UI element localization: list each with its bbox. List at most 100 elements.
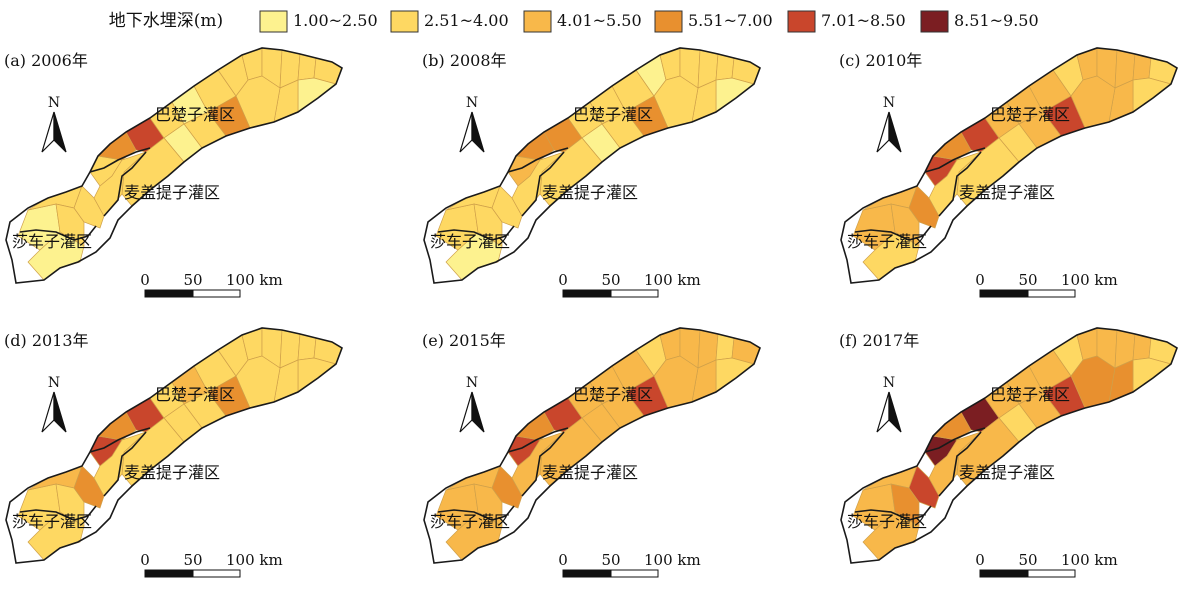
depth-zone <box>55 203 85 247</box>
depth-zone <box>297 357 337 393</box>
panel-label: (e) 2015年 <box>422 331 506 350</box>
legend-swatch <box>654 10 683 33</box>
district-boundary <box>924 147 986 173</box>
district-label-maigaiti: 麦盖提子灌区 <box>542 183 638 202</box>
legend-swatch <box>787 10 816 33</box>
district-boundary <box>938 151 982 217</box>
district-boundary <box>103 151 147 217</box>
legend-item: 1.00~2.50 <box>259 10 378 33</box>
depth-zone <box>890 483 920 527</box>
district-label-bachu: 巴楚子灌区 <box>990 385 1070 404</box>
district-boundary <box>103 431 147 497</box>
scale-tick: 50 <box>601 271 620 289</box>
legend-swatch <box>920 10 949 33</box>
scale-bar: 0 50 100 km <box>140 551 283 578</box>
panel-label: (a) 2006年 <box>4 51 88 70</box>
district-boundary <box>938 431 982 497</box>
district-label-shache: 莎车子灌区 <box>847 232 927 251</box>
scale-tick: 0 <box>975 551 985 569</box>
depth-zone <box>473 203 503 247</box>
scale-bar: 0 50 100 km <box>558 271 701 298</box>
scale-tick: 100 km <box>644 551 701 569</box>
study-area-map <box>5 47 343 284</box>
north-arrow-icon: N <box>876 95 902 153</box>
scale-tick: 100 km <box>226 551 283 569</box>
legend-label: 2.51~4.00 <box>424 11 509 30</box>
district-boundary <box>854 225 932 241</box>
study-area-outline <box>5 327 343 564</box>
district-boundary <box>854 505 932 521</box>
district-label-maigaiti: 麦盖提子灌区 <box>542 463 638 482</box>
north-label: N <box>883 375 895 391</box>
depth-zone <box>1132 77 1172 113</box>
legend-item: 5.51~7.00 <box>654 10 773 33</box>
scale-tick: 0 <box>558 271 568 289</box>
legend-label: 4.01~5.50 <box>557 11 642 30</box>
district-label-bachu: 巴楚子灌区 <box>155 105 235 124</box>
district-label-shache: 莎车子灌区 <box>847 512 927 531</box>
district-boundary <box>89 147 151 173</box>
legend-label: 1.00~2.50 <box>293 11 378 30</box>
district-boundary <box>521 431 565 497</box>
legend-label: 5.51~7.00 <box>688 11 773 30</box>
scale-tick: 50 <box>1018 271 1037 289</box>
district-boundary <box>437 505 515 521</box>
panel-label: (d) 2013年 <box>4 331 89 350</box>
study-area-outline <box>423 47 761 284</box>
district-boundary <box>19 225 97 241</box>
study-area-outline <box>840 327 1178 564</box>
scale-tick: 50 <box>601 551 620 569</box>
district-label-shache: 莎车子灌区 <box>430 232 510 251</box>
depth-zone <box>715 357 755 393</box>
district-label-bachu: 巴楚子灌区 <box>155 385 235 404</box>
panel-label: (f) 2017年 <box>839 331 919 350</box>
legend-swatch <box>259 10 288 33</box>
district-label-bachu: 巴楚子灌区 <box>573 385 653 404</box>
north-label: N <box>466 95 478 111</box>
scale-tick: 100 km <box>1061 271 1118 289</box>
legend-label: 8.51~9.50 <box>954 11 1039 30</box>
district-label-shache: 莎车子灌区 <box>430 512 510 531</box>
study-area-map <box>5 327 343 564</box>
district-label-shache: 莎车子灌区 <box>12 232 92 251</box>
study-area-outline <box>423 327 761 564</box>
district-boundary <box>507 427 569 453</box>
district-boundary <box>89 427 151 453</box>
panel-label: (c) 2010年 <box>839 51 922 70</box>
district-boundary <box>437 225 515 241</box>
district-label-maigaiti: 麦盖提子灌区 <box>959 463 1055 482</box>
study-area-outline <box>5 47 343 284</box>
depth-zone <box>55 483 85 527</box>
study-area-map <box>840 47 1178 284</box>
north-arrow-icon: N <box>459 95 485 153</box>
study-area-outline <box>840 47 1178 284</box>
scale-tick: 50 <box>1018 551 1037 569</box>
north-label: N <box>48 375 60 391</box>
depth-zone <box>297 77 337 113</box>
north-arrow-icon: N <box>41 375 67 433</box>
scale-bar: 0 50 100 km <box>975 271 1118 298</box>
north-label: N <box>883 95 895 111</box>
district-boundary <box>507 147 569 173</box>
legend: 地下水埋深(m) 1.00~2.50 2.51~4.00 4.01~5.50 5.51~… <box>109 10 1039 33</box>
scale-bar: 0 50 100 km <box>140 271 283 298</box>
district-label-maigaiti: 麦盖提子灌区 <box>124 183 220 202</box>
district-label-bachu: 巴楚子灌区 <box>573 105 653 124</box>
scale-bar: 0 50 100 km <box>975 551 1118 578</box>
legend-swatch <box>523 10 552 33</box>
scale-tick: 50 <box>183 551 202 569</box>
legend-item: 7.01~8.50 <box>787 10 906 33</box>
district-label-shache: 莎车子灌区 <box>12 512 92 531</box>
legend-item: 8.51~9.50 <box>920 10 1039 33</box>
scale-bar: 0 50 100 km <box>558 551 701 578</box>
panel-label: (b) 2008年 <box>422 51 507 70</box>
legend-item: 2.51~4.00 <box>390 10 509 33</box>
scale-tick: 0 <box>140 271 150 289</box>
district-label-maigaiti: 麦盖提子灌区 <box>959 183 1055 202</box>
